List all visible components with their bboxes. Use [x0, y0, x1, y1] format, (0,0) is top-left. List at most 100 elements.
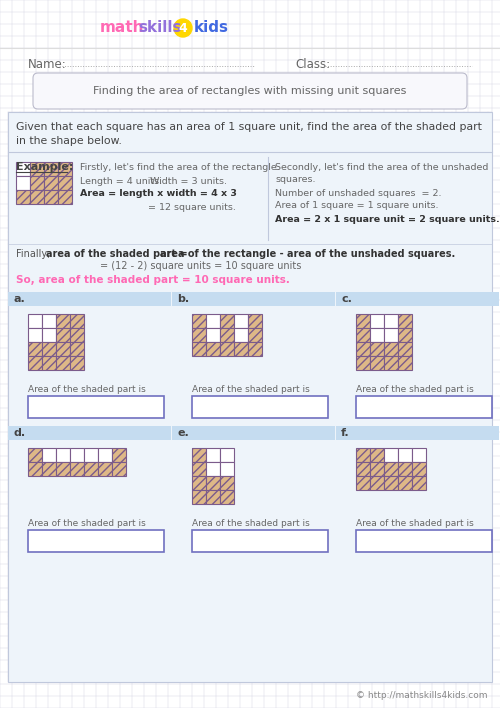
Bar [398, 476, 412, 490]
Bar [206, 328, 220, 342]
Bar [172, 426, 335, 440]
Bar [370, 356, 384, 370]
Bar [70, 314, 84, 328]
Bar [384, 314, 398, 328]
Bar [398, 356, 412, 370]
Bar [220, 448, 234, 462]
Bar [356, 448, 370, 462]
Bar [206, 490, 220, 504]
Bar [370, 342, 384, 356]
Bar [356, 448, 370, 462]
Bar [356, 476, 370, 490]
Text: So, area of the shaded part = 10 square units.: So, area of the shaded part = 10 square … [16, 275, 290, 285]
Bar [370, 448, 384, 462]
Bar [192, 530, 328, 552]
Bar [398, 328, 412, 342]
Text: Area of the shaded part is: Area of the shaded part is [192, 385, 310, 394]
Bar [384, 356, 398, 370]
Bar [28, 342, 42, 356]
Bar [384, 342, 398, 356]
Bar [112, 462, 126, 476]
Bar [44, 176, 58, 190]
Circle shape [174, 19, 192, 37]
Bar [384, 476, 398, 490]
Bar [370, 448, 384, 462]
Bar [42, 342, 56, 356]
Bar [234, 328, 248, 342]
Bar [44, 176, 58, 190]
Bar [192, 448, 206, 462]
Text: Area of the shaded part is: Area of the shaded part is [356, 520, 474, 528]
Bar [192, 448, 206, 462]
Bar [356, 396, 492, 418]
Bar [356, 462, 370, 476]
Bar [248, 314, 262, 328]
Bar [220, 462, 234, 476]
Text: Area of the shaded part is: Area of the shaded part is [28, 520, 146, 528]
Bar [206, 490, 220, 504]
Bar [42, 328, 56, 342]
Bar [192, 342, 206, 356]
Bar [70, 356, 84, 370]
Bar [206, 342, 220, 356]
Bar [70, 462, 84, 476]
Text: Firstly, let's find the area of the rectangle.: Firstly, let's find the area of the rect… [80, 163, 280, 171]
Text: Number of unshaded squares  = 2.: Number of unshaded squares = 2. [275, 188, 442, 198]
Text: a.: a. [13, 294, 25, 304]
Text: = (12 - 2) square units = 10 square units: = (12 - 2) square units = 10 square unit… [100, 261, 302, 271]
Bar [398, 462, 412, 476]
Bar [398, 462, 412, 476]
Text: f.: f. [341, 428, 349, 438]
Bar [192, 490, 206, 504]
Bar [28, 342, 42, 356]
Bar [192, 462, 206, 476]
Bar [356, 342, 370, 356]
Text: b.: b. [177, 294, 189, 304]
Bar [370, 462, 384, 476]
Bar [398, 476, 412, 490]
Bar [16, 190, 30, 204]
Bar [56, 356, 70, 370]
Text: squares.: squares. [275, 176, 316, 185]
Bar [356, 314, 370, 328]
Bar [356, 328, 370, 342]
Bar [356, 476, 370, 490]
Bar [412, 448, 426, 462]
Bar [58, 176, 72, 190]
Text: Class:: Class: [295, 59, 330, 72]
Text: Name:: Name: [28, 59, 67, 72]
Bar [206, 462, 220, 476]
Bar [356, 314, 370, 328]
Bar [56, 462, 70, 476]
Text: e.: e. [177, 428, 189, 438]
Bar [28, 314, 42, 328]
Bar [384, 476, 398, 490]
Bar [234, 342, 248, 356]
Bar [30, 162, 44, 176]
Bar [30, 176, 44, 190]
Bar [98, 462, 112, 476]
Bar [56, 328, 70, 342]
Bar [220, 342, 234, 356]
Bar [28, 396, 164, 418]
Text: math: math [100, 21, 144, 35]
Bar [44, 190, 58, 204]
Text: Area = length x width = 4 x 3: Area = length x width = 4 x 3 [80, 190, 237, 198]
Bar [192, 476, 206, 490]
Bar [30, 176, 44, 190]
Bar [192, 462, 206, 476]
Bar [28, 530, 164, 552]
Bar [16, 190, 30, 204]
Bar [98, 448, 112, 462]
Bar [28, 448, 42, 462]
Bar [70, 462, 84, 476]
Bar [56, 342, 70, 356]
Text: Area of the shaded part is: Area of the shaded part is [28, 385, 146, 394]
Text: area of the rectangle - area of the unshaded squares.: area of the rectangle - area of the unsh… [160, 249, 455, 259]
Bar [248, 342, 262, 356]
Bar [28, 462, 42, 476]
Bar [70, 342, 84, 356]
Bar [112, 462, 126, 476]
Bar [356, 462, 370, 476]
Bar [220, 328, 234, 342]
